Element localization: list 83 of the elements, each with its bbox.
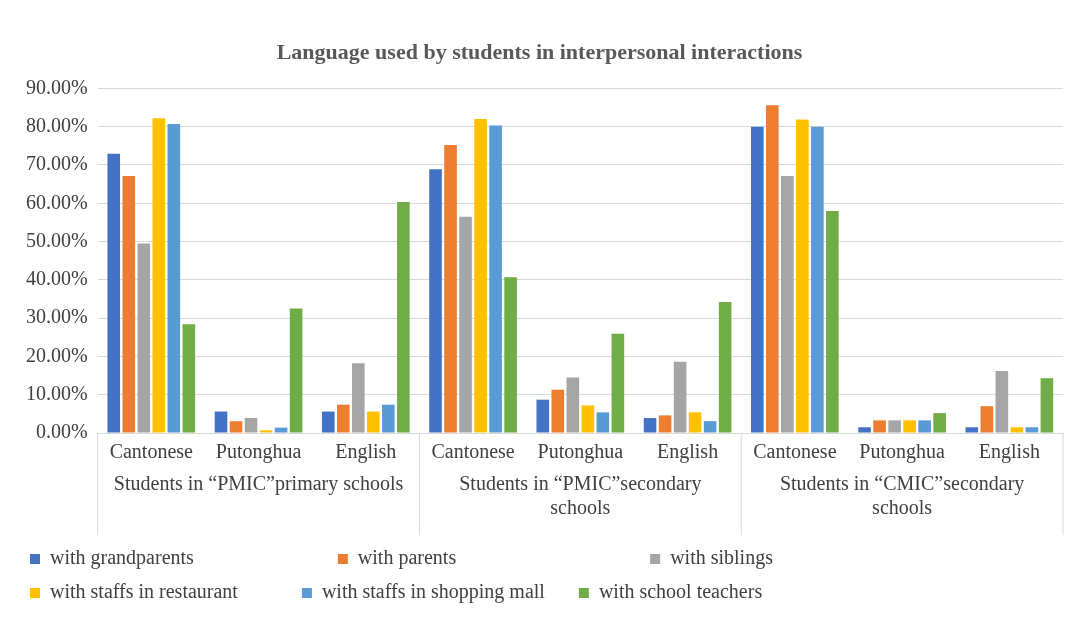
y-tick-label: 90.00% — [25, 75, 88, 98]
bar — [459, 216, 472, 433]
chart-title: Language used by students in interpersonal interactions — [276, 38, 803, 64]
bar — [367, 411, 380, 433]
y-tick-label: 30.00% — [25, 305, 88, 328]
bar — [918, 420, 931, 433]
bar — [826, 210, 839, 433]
x-tick-label: English — [335, 440, 397, 464]
x-tick-label: Putonghua — [859, 440, 946, 464]
bar — [122, 176, 136, 433]
bar — [596, 412, 610, 433]
bar — [444, 145, 457, 433]
y-tick-label: 60.00% — [25, 190, 88, 213]
bar — [244, 418, 258, 433]
bar — [182, 324, 196, 433]
bar — [933, 413, 946, 433]
bar — [489, 125, 502, 433]
bar — [581, 405, 595, 433]
bar — [107, 153, 121, 433]
bar — [703, 421, 717, 433]
text: Students in “CMIC”secondary schools — [779, 472, 1025, 519]
y-tick-label: 50.00% — [25, 228, 88, 251]
x-tick-label: Putonghua — [215, 440, 302, 464]
legend-label: with school teachers — [598, 580, 863, 603]
bar — [274, 427, 288, 433]
bar — [781, 176, 794, 433]
x-tick-label: English — [657, 440, 719, 464]
bar — [611, 333, 625, 433]
bar — [1040, 378, 1054, 433]
y-tick-label: 40.00% — [25, 267, 88, 290]
bar — [137, 243, 151, 433]
bar — [289, 308, 303, 433]
bar — [214, 411, 228, 433]
bar — [536, 399, 550, 433]
text: Students in “PMIC”secondary schools — [459, 472, 702, 519]
y-tick-label: 20.00% — [25, 343, 88, 366]
bar — [504, 277, 517, 433]
x-tick-label: Putonghua — [537, 440, 624, 464]
bar — [167, 124, 181, 433]
legend-label: with siblings — [670, 546, 943, 570]
bar — [688, 412, 702, 433]
bar — [980, 406, 994, 433]
legend-label: with parents — [357, 546, 637, 570]
x-tick-label: Cantonese — [753, 440, 837, 463]
bar — [858, 427, 871, 433]
bar — [751, 126, 764, 433]
bar — [321, 411, 335, 433]
bar — [873, 420, 886, 433]
bar — [397, 202, 410, 433]
text: Students in “PMIC”primary schools — [113, 472, 404, 496]
bar — [352, 363, 365, 433]
bar — [429, 169, 442, 433]
bar — [658, 415, 672, 433]
y-tick-label: 0.00% — [35, 420, 88, 443]
bar — [566, 377, 580, 433]
bar — [1025, 427, 1039, 433]
bar — [903, 420, 916, 433]
bar — [152, 118, 166, 433]
bar — [382, 404, 395, 433]
legend-label: with staffs in shopping mall — [321, 580, 565, 604]
x-tick-label: English — [978, 440, 1040, 464]
bar — [551, 389, 565, 433]
bar — [766, 105, 779, 433]
x-tick-label: Cantonese — [109, 440, 194, 463]
bar — [673, 361, 687, 433]
legend-label: with grandparents — [50, 546, 324, 570]
x-tick-label: Cantonese — [431, 440, 515, 463]
bar — [718, 302, 732, 433]
bar — [796, 119, 809, 433]
y-tick-label: 10.00% — [25, 381, 88, 404]
bar — [965, 427, 979, 433]
bar — [1010, 427, 1024, 433]
y-tick-label: 70.00% — [25, 152, 88, 175]
y-tick-label: 80.00% — [25, 113, 88, 136]
legend-label: with staffs in restaurant — [50, 580, 288, 603]
bar — [229, 421, 243, 433]
bar — [995, 370, 1009, 433]
bar — [888, 420, 901, 433]
bar — [474, 119, 487, 433]
bar — [336, 404, 350, 433]
bar — [811, 126, 824, 433]
bar — [259, 430, 273, 433]
bar — [643, 418, 657, 433]
